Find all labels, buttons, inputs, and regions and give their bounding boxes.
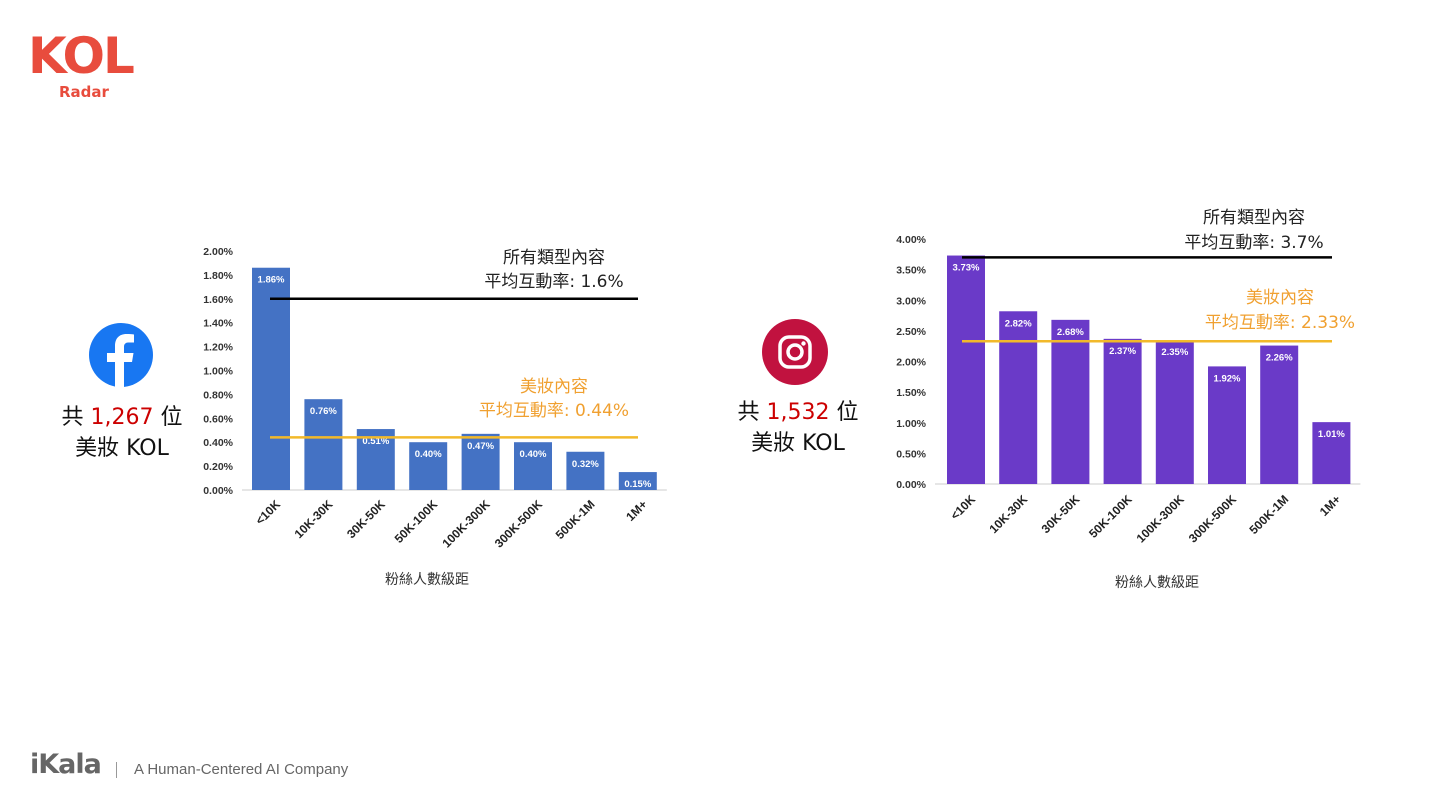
ig-all-avg-value: 平均互動率: 3.7% bbox=[1184, 233, 1323, 253]
ig-bar-data-label: 2.35% bbox=[1161, 347, 1188, 358]
ig-bar bbox=[1103, 338, 1142, 484]
ig-category-label: 100K-300K bbox=[1134, 492, 1188, 546]
ig-category-label: 300K-500K bbox=[1186, 492, 1240, 546]
ig-bar bbox=[1155, 340, 1194, 484]
instagram-count-suffix: 位 bbox=[836, 400, 859, 425]
fb-ytick-label: 0.00% bbox=[203, 485, 233, 497]
ig-ytick-label: 2.00% bbox=[896, 357, 926, 369]
facebook-count-line2: 美妝 KOL bbox=[75, 436, 169, 461]
instagram-count-number: 1,532 bbox=[766, 400, 830, 425]
fb-bar-data-label: 0.40% bbox=[520, 449, 547, 460]
facebook-count-number: 1,267 bbox=[90, 405, 154, 430]
ig-ytick-label: 0.00% bbox=[896, 479, 926, 491]
fb-category-label: 50K-100K bbox=[392, 497, 441, 546]
fb-all-avg-value: 平均互動率: 1.6% bbox=[484, 272, 623, 292]
ig-bar-data-label: 2.82% bbox=[1005, 318, 1032, 329]
ig-bar bbox=[1051, 319, 1090, 484]
ig-x-axis-title: 粉絲人數級距 bbox=[1115, 575, 1199, 591]
fb-ytick-label: 1.60% bbox=[203, 294, 233, 306]
fb-bar-data-label: 0.32% bbox=[572, 459, 599, 470]
facebook-count-suffix: 位 bbox=[160, 405, 183, 430]
fb-bar-data-label: 0.76% bbox=[310, 406, 337, 417]
fb-ytick-label: 0.20% bbox=[203, 461, 233, 473]
ig-category-label: 30K-50K bbox=[1039, 492, 1083, 536]
footer-tagline: A Human-Centered AI Company bbox=[134, 761, 349, 778]
logo-sub-text: Radar bbox=[59, 83, 109, 101]
ig-bar bbox=[999, 311, 1038, 484]
fb-ytick-label: 1.80% bbox=[203, 270, 233, 282]
facebook-icon bbox=[89, 323, 153, 388]
logo-main-text: KOL bbox=[28, 27, 135, 85]
instagram-count-prefix: 共 bbox=[737, 400, 760, 425]
fb-beauty-avg-title: 美妝內容 bbox=[520, 377, 588, 397]
fb-ytick-label: 2.00% bbox=[203, 246, 233, 258]
fb-bar bbox=[618, 472, 657, 490]
ig-category-label: 10K-30K bbox=[986, 492, 1030, 536]
ig-bar bbox=[1312, 422, 1351, 484]
ig-beauty-avg-title: 美妝內容 bbox=[1246, 288, 1314, 308]
ig-ytick-label: 1.50% bbox=[896, 387, 926, 399]
fb-bar-data-label: 0.15% bbox=[624, 479, 651, 490]
fb-bar-data-label: 0.40% bbox=[415, 449, 442, 460]
fb-category-label: <10K bbox=[253, 497, 284, 528]
fb-bar bbox=[409, 442, 448, 490]
fb-beauty-avg-value: 平均互動率: 0.44% bbox=[479, 401, 629, 421]
ig-bar-data-label: 2.26% bbox=[1266, 353, 1293, 364]
ig-bar bbox=[1208, 366, 1246, 484]
ig-ytick-label: 2.50% bbox=[896, 326, 926, 338]
fb-category-label: 100K-300K bbox=[439, 497, 493, 551]
ig-bar bbox=[947, 255, 985, 484]
fb-bar bbox=[514, 442, 552, 490]
fb-ytick-label: 0.60% bbox=[203, 413, 233, 425]
fb-bar-data-label: 0.47% bbox=[467, 441, 494, 452]
ig-beauty-avg-value: 平均互動率: 2.33% bbox=[1205, 313, 1355, 333]
ig-bar-data-label: 3.73% bbox=[953, 263, 980, 274]
instagram-count-line2: 美妝 KOL bbox=[751, 431, 845, 456]
fb-ytick-label: 0.40% bbox=[203, 437, 233, 449]
ig-ytick-label: 4.00% bbox=[896, 234, 926, 246]
ig-bar-data-label: 1.92% bbox=[1214, 373, 1241, 384]
facebook-count-prefix: 共 bbox=[61, 405, 84, 430]
fb-category-label: 10K-30K bbox=[292, 497, 336, 541]
fb-ytick-label: 0.80% bbox=[203, 389, 233, 401]
ig-bar-data-label: 2.68% bbox=[1057, 327, 1084, 338]
ig-category-label: 1M+ bbox=[1317, 492, 1344, 519]
fb-category-label: 500K-1M bbox=[553, 497, 598, 542]
fb-bar bbox=[356, 429, 395, 490]
fb-bar bbox=[304, 399, 343, 490]
fb-category-label: 300K-500K bbox=[492, 497, 546, 551]
fb-bar bbox=[252, 267, 290, 490]
instagram-icon bbox=[762, 319, 828, 385]
ig-bar-data-label: 2.37% bbox=[1109, 346, 1136, 357]
footer-divider bbox=[116, 762, 117, 778]
fb-category-label: 1M+ bbox=[623, 497, 650, 524]
ig-category-label: 50K-100K bbox=[1086, 492, 1135, 541]
ig-ytick-label: 1.00% bbox=[896, 418, 926, 430]
fb-ytick-label: 1.20% bbox=[203, 342, 233, 354]
fb-bar bbox=[461, 433, 500, 490]
fb-all-avg-title: 所有類型內容 bbox=[503, 248, 605, 268]
ig-ytick-label: 3.50% bbox=[896, 265, 926, 277]
ig-category-label: 500K-1M bbox=[1247, 492, 1292, 537]
fb-bar-data-label: 1.86% bbox=[258, 275, 285, 286]
fb-bar bbox=[566, 451, 605, 490]
ig-category-label: <10K bbox=[948, 492, 979, 523]
ig-ytick-label: 3.00% bbox=[896, 295, 926, 307]
fb-category-label: 30K-50K bbox=[344, 497, 388, 541]
instagram-kol-count: 共 1,532 位 美妝 KOL bbox=[728, 397, 868, 459]
fb-ytick-label: 1.40% bbox=[203, 318, 233, 330]
ig-bar bbox=[1260, 345, 1299, 484]
kol-radar-logo: KOL Radar bbox=[28, 28, 146, 104]
ig-bar-data-label: 1.01% bbox=[1318, 429, 1345, 440]
ig-all-avg-title: 所有類型內容 bbox=[1203, 208, 1305, 228]
ig-ytick-label: 0.50% bbox=[896, 448, 926, 460]
facebook-kol-count: 共 1,267 位 美妝 KOL bbox=[52, 402, 192, 464]
fb-x-axis-title: 粉絲人數級距 bbox=[385, 572, 469, 588]
fb-bar-data-label: 0.51% bbox=[362, 436, 389, 447]
ikala-logo: iKala bbox=[30, 749, 102, 780]
fb-ytick-label: 1.00% bbox=[203, 366, 233, 378]
